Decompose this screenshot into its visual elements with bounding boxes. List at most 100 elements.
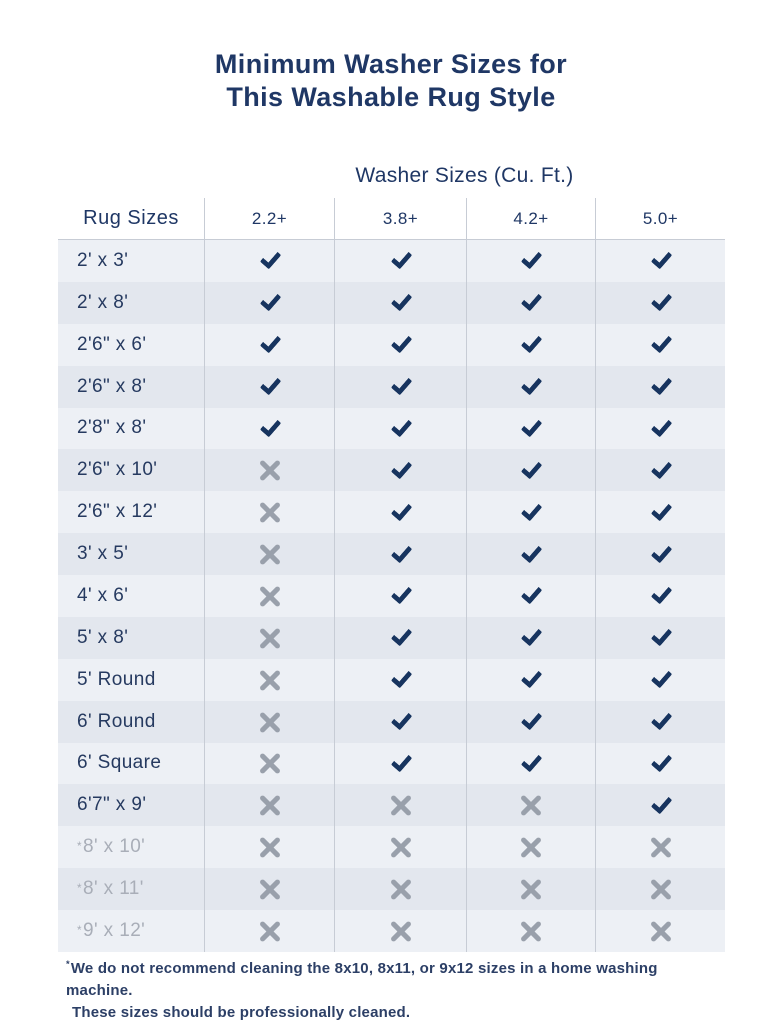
washer-compat-cell — [204, 868, 334, 910]
washer-compat-cell — [204, 365, 334, 408]
washer-compat-cell — [466, 365, 595, 408]
washer-compat-cell — [466, 700, 595, 743]
check-icon — [259, 373, 281, 396]
table-row: 4' x 6' — [58, 575, 725, 617]
check-icon — [520, 498, 543, 522]
page-title-line1: Minimum Washer Sizes for — [214, 49, 568, 79]
rug-size-label: 2'8" x 8' — [77, 417, 147, 439]
washer-compat-cell — [334, 281, 466, 324]
washer-compat-cell — [334, 533, 466, 575]
rug-size-label: 3' x 5' — [77, 543, 129, 565]
x-icon — [258, 542, 282, 566]
washer-compat-cell — [466, 575, 595, 617]
check-icon — [390, 498, 412, 522]
check-icon — [650, 792, 672, 815]
x-icon — [389, 919, 413, 943]
check-icon — [390, 415, 412, 438]
washer-compat-cell — [466, 491, 595, 534]
rug-size-label: 5' Round — [77, 668, 156, 690]
table-row: 2' x 8' — [58, 281, 725, 324]
page-title-line2: This Washable Rug Style — [226, 82, 556, 112]
x-icon — [389, 793, 413, 817]
rug-size-label: 6'7" x 9' — [77, 794, 147, 816]
check-icon — [390, 247, 412, 270]
rug-size-label: * 9' x 12' — [77, 919, 146, 941]
washer-compat-cell — [595, 575, 725, 617]
washer-compat-cell — [466, 910, 595, 952]
washer-compat-cell — [466, 407, 595, 450]
washer-compat-cell — [466, 658, 595, 701]
washer-compat-cell — [334, 658, 466, 701]
check-icon — [259, 331, 281, 354]
check-icon — [259, 415, 281, 438]
washer-compat-cell — [595, 323, 725, 366]
washer-compat-cell — [466, 533, 595, 575]
washer-compat-cell — [595, 742, 725, 785]
rug-size-label: 4' x 6' — [77, 584, 129, 606]
x-icon — [258, 793, 282, 817]
check-icon — [650, 540, 672, 564]
rug-size-label: 2'6" x 8' — [77, 375, 147, 397]
check-icon — [520, 415, 543, 438]
check-icon — [390, 540, 412, 564]
x-icon — [258, 835, 282, 859]
rug-size-label: 2' x 8' — [77, 291, 129, 313]
washer-compat-cell — [334, 868, 466, 910]
washer-compat-cell — [466, 616, 595, 659]
table-row: * 8' x 11' — [58, 868, 725, 910]
check-icon — [390, 582, 412, 605]
washer-compat-cell — [204, 658, 334, 701]
washer-compat-cell — [595, 533, 725, 575]
washer-compat-cell — [466, 323, 595, 366]
washer-compat-cell — [204, 742, 334, 785]
footnote: *We do not recommend cleaning the 8x10, … — [66, 958, 726, 1024]
check-icon — [650, 373, 672, 396]
x-icon — [649, 835, 673, 859]
check-icon — [390, 373, 412, 396]
washer-compat-cell — [595, 826, 725, 869]
washer-compat-cell — [595, 910, 725, 952]
x-icon — [519, 919, 543, 943]
x-icon — [519, 835, 543, 859]
x-icon — [258, 877, 282, 901]
washer-compat-cell — [334, 575, 466, 617]
check-icon — [650, 457, 672, 480]
washer-compat-cell — [595, 658, 725, 701]
washer-compat-cell — [466, 281, 595, 324]
washer-compat-cell — [204, 240, 334, 282]
table-row: 2'6" x 10' — [58, 449, 725, 492]
rug-size-label: 6' Square — [77, 752, 162, 774]
x-icon — [258, 500, 282, 524]
washer-compat-cell — [466, 784, 595, 827]
washer-compat-cell — [334, 407, 466, 450]
x-icon — [519, 877, 543, 901]
page-title: Minimum Washer Sizes for This Washable Ru… — [0, 48, 782, 114]
x-icon — [649, 919, 673, 943]
x-icon — [258, 584, 282, 608]
check-icon — [520, 457, 543, 480]
footnote-line2: These sizes should be professionally cle… — [72, 1004, 411, 1021]
washer-compat-cell — [334, 449, 466, 492]
table-header-row: Rug Sizes 2.2+ 3.8+ 4.2+ 5.0+ — [58, 198, 725, 240]
washer-compat-cell — [334, 826, 466, 869]
table-row: 2'6" x 8' — [58, 365, 725, 408]
check-icon — [390, 666, 412, 689]
check-icon — [259, 247, 281, 270]
check-icon — [520, 247, 543, 270]
check-icon — [390, 624, 412, 647]
check-icon — [650, 247, 672, 270]
x-icon — [389, 877, 413, 901]
table-body: 2' x 3' 2' x 8' 2'6" x 6' 2'6" x 8' 2'8" x 8… — [58, 240, 725, 952]
washer-compat-cell — [204, 575, 334, 617]
table-row: 5' x 8' — [58, 616, 725, 659]
table-row: 2'6" x 12' — [58, 491, 725, 534]
washer-compat-cell — [334, 240, 466, 282]
washer-compat-cell — [595, 491, 725, 534]
washer-compat-cell — [204, 449, 334, 492]
washer-compat-cell — [595, 449, 725, 492]
table-row: 3' x 5' — [58, 533, 725, 575]
check-icon — [520, 582, 543, 605]
washer-compat-cell — [204, 281, 334, 324]
check-icon — [390, 289, 412, 312]
check-icon — [650, 582, 672, 605]
